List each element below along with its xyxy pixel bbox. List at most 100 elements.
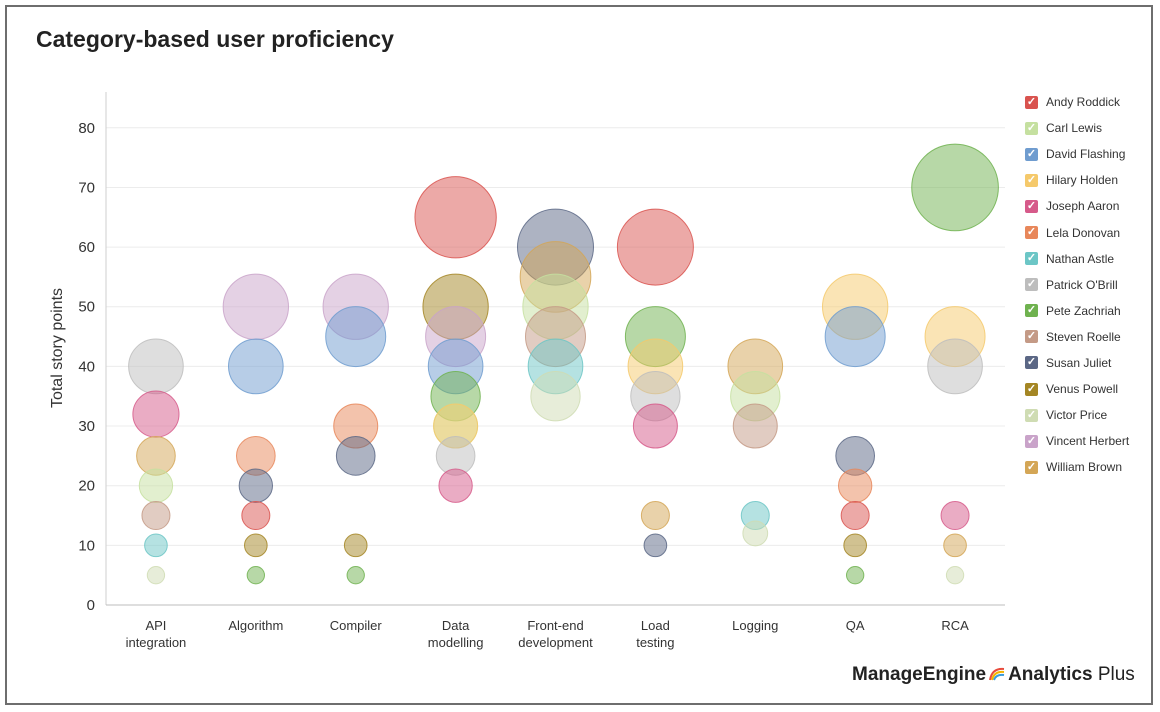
legend-checkbox[interactable]: ✓ <box>1025 460 1038 474</box>
bubble: William Brown: RCA 10 <box>943 533 967 558</box>
brand-product: Analytics <box>1008 664 1093 685</box>
legend-checkbox[interactable]: ✓ <box>1025 121 1038 135</box>
check-icon: ✓ <box>1026 95 1037 108</box>
check-icon: ✓ <box>1026 460 1037 473</box>
legend: ✓ Andy Roddick ✓ Carl Lewis ✓ David Flashing ✓… <box>1025 89 1129 480</box>
legend-item[interactable]: ✓ Lela Donovan <box>1025 219 1129 245</box>
bubble: Joseph Aaron: API integration 32 <box>132 390 180 438</box>
check-icon: ✓ <box>1026 121 1037 134</box>
chart-title: Category-based user proficiency <box>36 26 394 52</box>
legend-label: Pete Zachriah <box>1046 303 1121 318</box>
bubble: Nathan Astle: API integration 10 <box>144 533 168 558</box>
bubble: Venus Powell: Algorithm 10 <box>244 533 268 558</box>
check-icon: ✓ <box>1026 226 1037 239</box>
y-tick-label: 40 <box>78 358 95 375</box>
legend-checkbox[interactable]: ✓ <box>1025 252 1038 266</box>
bubble: David Flashing: Algorithm 40 <box>228 338 284 395</box>
check-icon: ✓ <box>1026 356 1037 369</box>
brand-swirl-icon <box>989 667 1005 681</box>
legend-label: William Brown <box>1046 460 1123 475</box>
legend-label: Lela Donovan <box>1046 225 1121 240</box>
bubble: Steven Roelle: API integration 15 <box>141 501 171 531</box>
check-icon: ✓ <box>1026 304 1037 317</box>
legend-checkbox[interactable]: ✓ <box>1025 199 1038 213</box>
legend-item[interactable]: ✓ Andy Roddick <box>1025 89 1129 115</box>
bubble: William Brown: Load testing 15 <box>640 501 670 531</box>
legend-checkbox[interactable]: ✓ <box>1025 408 1038 422</box>
legend-label: Nathan Astle <box>1046 251 1115 266</box>
legend-item[interactable]: ✓ Susan Juliet <box>1025 350 1129 376</box>
legend-label: Victor Price <box>1046 408 1108 423</box>
x-tick-label: RCA <box>941 618 969 633</box>
bubble: Victor Price: Front-end development 35 <box>530 371 581 422</box>
brand-logo: ManageEngine Analytics Plus <box>852 664 1135 686</box>
bubble: Vincent Herbert: Algorithm 50 <box>222 273 289 340</box>
legend-checkbox[interactable]: ✓ <box>1025 278 1038 292</box>
legend-item[interactable]: ✓ Joseph Aaron <box>1025 193 1129 219</box>
legend-item[interactable]: ✓ Patrick O'Brill <box>1025 272 1129 298</box>
x-tick-label: Data modelling <box>428 618 484 650</box>
y-tick-label: 0 <box>87 597 95 614</box>
check-icon: ✓ <box>1026 278 1037 291</box>
x-tick-label: Compiler <box>330 618 383 633</box>
legend-item[interactable]: ✓ William Brown <box>1025 454 1129 480</box>
check-icon: ✓ <box>1026 330 1037 343</box>
y-tick-label: 50 <box>78 299 95 316</box>
legend-item[interactable]: ✓ Pete Zachriah <box>1025 298 1129 324</box>
legend-checkbox[interactable]: ✓ <box>1025 356 1038 370</box>
bubble: Victor Price: RCA 5 <box>945 566 965 585</box>
x-tick-label: Load testing <box>636 618 674 650</box>
bubble: David Flashing: Compiler 45 <box>325 306 387 368</box>
legend-checkbox[interactable]: ✓ <box>1025 304 1038 318</box>
legend-label: Carl Lewis <box>1046 121 1103 136</box>
bubble: Andy Roddick: Algorithm 15 <box>241 501 271 531</box>
y-tick-label: 30 <box>78 418 95 435</box>
bubble: Victor Price: API integration 5 <box>146 566 166 585</box>
bubble: Pete Zachriah: Algorithm 5 <box>246 566 265 585</box>
legend-checkbox[interactable]: ✓ <box>1025 226 1038 240</box>
check-icon: ✓ <box>1026 382 1037 395</box>
legend-label: Andy Roddick <box>1046 95 1121 110</box>
legend-label: Susan Juliet <box>1046 355 1112 370</box>
legend-item[interactable]: ✓ Hilary Holden <box>1025 167 1129 193</box>
legend-item[interactable]: ✓ Victor Price <box>1025 402 1129 428</box>
x-tick-label: QA <box>846 618 865 633</box>
bubble: David Flashing: QA 45 <box>824 306 886 368</box>
bubble: Andy Roddick: QA 15 <box>840 501 870 531</box>
check-icon: ✓ <box>1026 408 1037 421</box>
brand-company: ManageEngine <box>852 664 987 685</box>
legend-item[interactable]: ✓ Carl Lewis <box>1025 115 1129 141</box>
legend-label: Hilary Holden <box>1046 173 1119 188</box>
legend-item[interactable]: ✓ Nathan Astle <box>1025 246 1129 272</box>
legend-checkbox[interactable]: ✓ <box>1025 95 1038 109</box>
legend-checkbox[interactable]: ✓ <box>1025 434 1038 448</box>
bubble: Andy Roddick: Data modelling 65 <box>414 176 497 259</box>
y-tick-label: 60 <box>78 239 95 256</box>
brand-edition: Plus <box>1097 664 1135 685</box>
x-tick-label: Front-end development <box>518 618 593 650</box>
y-tick-label: 80 <box>78 120 95 137</box>
y-tick-label: 20 <box>78 478 95 495</box>
legend-checkbox[interactable]: ✓ <box>1025 173 1038 187</box>
check-icon: ✓ <box>1026 252 1037 265</box>
legend-item[interactable]: ✓ Steven Roelle <box>1025 324 1129 350</box>
bubble: Susan Juliet: Load testing 10 <box>643 533 668 558</box>
legend-item[interactable]: ✓ David Flashing <box>1025 141 1129 167</box>
check-icon: ✓ <box>1026 434 1037 447</box>
x-tick-label: API integration <box>126 618 187 650</box>
legend-label: Joseph Aaron <box>1046 199 1120 214</box>
legend-item[interactable]: ✓ Vincent Herbert <box>1025 428 1129 454</box>
legend-item[interactable]: ✓ Venus Powell <box>1025 376 1129 402</box>
legend-checkbox[interactable]: ✓ <box>1025 382 1038 396</box>
y-tick-label: 70 <box>78 179 95 196</box>
bubble: Susan Juliet: Compiler 25 <box>335 436 376 476</box>
bubble: Joseph Aaron: Data modelling 20 <box>438 468 473 503</box>
bubble: Pete Zachriah: Compiler 5 <box>346 566 365 585</box>
legend-checkbox[interactable]: ✓ <box>1025 147 1038 161</box>
bubble: Steven Roelle: Logging 30 <box>732 403 778 449</box>
x-tick-label: Logging <box>732 618 778 633</box>
bubble: Venus Powell: QA 10 <box>843 533 868 558</box>
legend-checkbox[interactable]: ✓ <box>1025 330 1038 344</box>
check-icon: ✓ <box>1026 147 1037 160</box>
